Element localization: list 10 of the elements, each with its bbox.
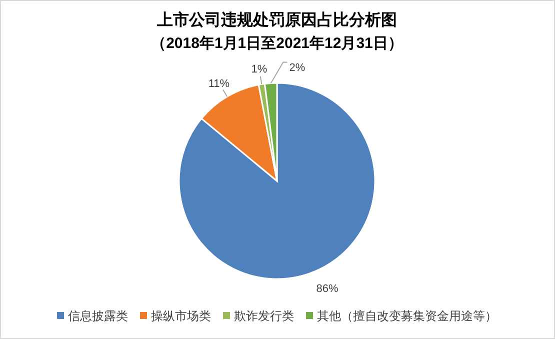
legend-label: 其他（擅自改变募集资金用途等） xyxy=(317,309,497,323)
chart-subtitle: （2018年1月1日至2021年12月31日） xyxy=(151,35,403,52)
legend-label: 操纵市场类 xyxy=(151,309,211,323)
data-label: 2% xyxy=(289,62,306,74)
data-label: 86% xyxy=(316,282,338,295)
data-label: 1% xyxy=(251,63,268,76)
legend-label: 欺诈发行类 xyxy=(234,309,294,323)
chart-title: 上市公司违规处罚原因占比分析图 xyxy=(156,11,397,29)
data-label: 11% xyxy=(208,78,230,90)
legend-label: 信息披露类 xyxy=(68,309,128,323)
